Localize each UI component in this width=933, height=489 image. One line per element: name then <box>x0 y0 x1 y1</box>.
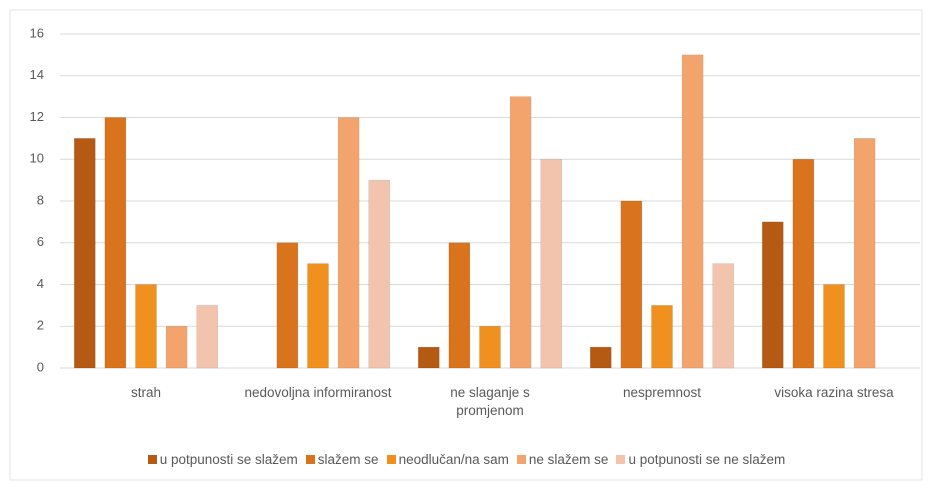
bar <box>590 346 612 369</box>
bar <box>276 242 299 369</box>
bar <box>853 138 876 369</box>
bar <box>74 138 96 369</box>
y-tick-label: 14 <box>30 67 44 82</box>
bar <box>792 159 815 369</box>
bar <box>509 96 532 369</box>
bar <box>307 263 329 369</box>
bar <box>651 305 673 369</box>
legend-item: neodlučan/na sam <box>386 452 509 467</box>
bar <box>104 117 127 369</box>
x-tick-label: visoka razina stresa <box>774 385 894 400</box>
y-tick-label: 12 <box>30 109 44 124</box>
legend-swatch <box>305 455 315 464</box>
legend-label: slažem se <box>317 452 379 467</box>
y-tick-label: 0 <box>37 359 44 374</box>
bar <box>418 346 440 369</box>
bar <box>448 242 471 369</box>
y-tick-label: 6 <box>37 234 44 249</box>
bar <box>196 305 218 369</box>
x-tick-label: nespremnost <box>622 385 702 400</box>
chart-border <box>9 9 923 481</box>
bar <box>823 284 845 369</box>
bar <box>712 263 734 369</box>
bar <box>762 221 784 369</box>
x-tick-label: ne slaganje s promjenom <box>450 385 530 418</box>
legend-item: u potpunosti se slažem <box>147 452 298 467</box>
bar <box>540 159 562 369</box>
bar <box>681 54 704 369</box>
bar <box>165 326 188 369</box>
bar <box>479 326 501 369</box>
legend-item: u potpunosti se ne slažem <box>616 452 785 467</box>
legend-swatch <box>386 455 396 464</box>
legend-label: ne slažem se <box>528 452 609 467</box>
bar <box>135 284 157 369</box>
x-tick-label: nedovoljna informiranost <box>244 385 392 400</box>
bar <box>620 200 643 369</box>
legend-item: ne slažem se <box>516 452 609 467</box>
bar <box>337 117 360 369</box>
legend-label: u potpunosti se slažem <box>159 452 298 467</box>
y-tick-label: 10 <box>30 151 44 166</box>
legend-label: u potpunosti se ne slažem <box>628 452 786 467</box>
bar <box>368 179 390 369</box>
legend-item: slažem se <box>305 452 379 467</box>
legend-label: neodlučan/na sam <box>398 452 509 467</box>
x-tick-label: strah <box>130 385 161 400</box>
y-tick-label: 2 <box>37 318 44 333</box>
y-tick-label: 16 <box>30 25 44 40</box>
legend-swatch <box>616 455 626 464</box>
legend-swatch <box>516 455 526 464</box>
legend-swatch <box>147 455 157 464</box>
legend: u potpunosti se slažem slažem se neodlučan… <box>0 452 933 467</box>
y-tick-label: 8 <box>37 192 44 207</box>
y-tick-label: 4 <box>37 276 44 291</box>
